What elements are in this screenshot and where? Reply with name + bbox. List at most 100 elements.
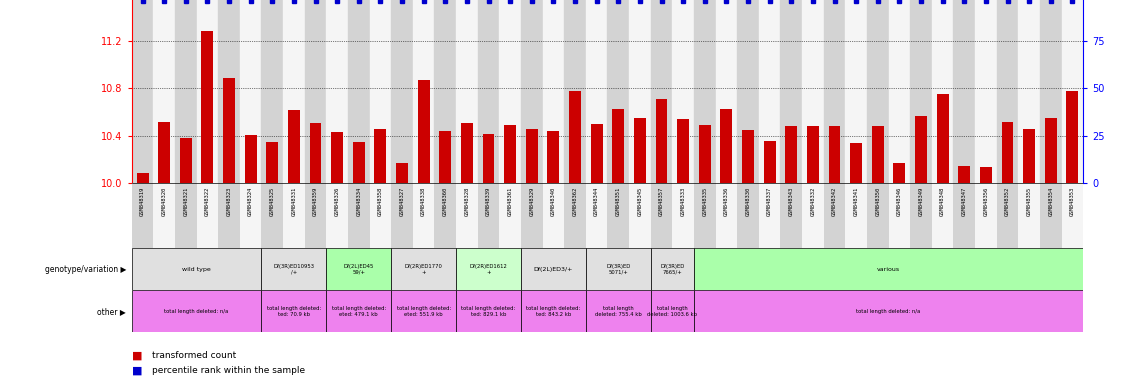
Bar xyxy=(439,131,452,184)
Bar xyxy=(456,290,521,333)
Text: GSM848337: GSM848337 xyxy=(767,187,772,216)
Text: total length deleted:
eted: 551.9 kb: total length deleted: eted: 551.9 kb xyxy=(396,306,450,317)
Bar xyxy=(369,0,391,184)
Text: total length
deleted: 1003.6 kb: total length deleted: 1003.6 kb xyxy=(647,306,697,317)
Bar xyxy=(175,0,197,184)
Text: GSM848324: GSM848324 xyxy=(248,187,253,216)
Text: GSM848327: GSM848327 xyxy=(400,187,404,216)
Bar xyxy=(418,80,430,184)
Bar xyxy=(159,122,170,184)
Bar xyxy=(634,118,646,184)
Bar xyxy=(569,91,581,184)
Bar xyxy=(958,166,971,184)
Bar xyxy=(240,0,261,184)
Bar xyxy=(975,0,997,184)
Text: GSM848321: GSM848321 xyxy=(184,187,188,216)
Bar xyxy=(526,129,538,184)
Bar xyxy=(218,0,240,184)
Bar xyxy=(780,184,802,248)
Bar xyxy=(1040,184,1062,248)
Bar xyxy=(283,184,305,248)
Bar xyxy=(375,129,386,184)
Bar xyxy=(499,184,521,248)
Bar xyxy=(716,184,738,248)
Text: GSM848356: GSM848356 xyxy=(983,187,989,216)
Bar xyxy=(310,123,322,184)
Bar xyxy=(651,184,672,248)
Text: GSM848323: GSM848323 xyxy=(226,187,232,216)
Bar xyxy=(954,0,975,184)
Bar xyxy=(591,124,602,184)
Bar xyxy=(180,138,191,184)
Text: GSM848322: GSM848322 xyxy=(205,187,209,216)
Bar xyxy=(802,184,824,248)
Bar xyxy=(1040,0,1062,184)
Text: Df(3R)ED
7665/+: Df(3R)ED 7665/+ xyxy=(660,264,685,275)
Bar xyxy=(613,109,624,184)
Bar xyxy=(521,184,543,248)
Bar xyxy=(175,184,197,248)
Bar xyxy=(504,125,516,184)
Bar xyxy=(1018,184,1040,248)
Text: GSM848338: GSM848338 xyxy=(421,187,426,216)
Bar xyxy=(824,184,846,248)
Bar xyxy=(435,0,456,184)
Bar xyxy=(672,184,694,248)
Bar xyxy=(521,248,586,290)
Bar xyxy=(327,0,348,184)
Bar xyxy=(1066,91,1079,184)
Text: GSM848336: GSM848336 xyxy=(724,187,729,216)
Bar xyxy=(564,0,586,184)
Text: GSM848355: GSM848355 xyxy=(1027,187,1031,216)
Bar xyxy=(1062,184,1083,248)
Text: total length deleted:
eted: 479.1 kb: total length deleted: eted: 479.1 kb xyxy=(332,306,386,317)
Text: Df(2L)ED45
59/+: Df(2L)ED45 59/+ xyxy=(343,264,374,275)
Bar xyxy=(153,0,175,184)
Bar xyxy=(369,184,391,248)
Text: GSM848331: GSM848331 xyxy=(292,187,296,216)
Text: GSM848352: GSM848352 xyxy=(1006,187,1010,216)
Text: GSM848358: GSM848358 xyxy=(378,187,383,216)
Bar xyxy=(785,126,797,184)
Bar xyxy=(694,184,716,248)
Bar xyxy=(872,126,884,184)
Bar xyxy=(980,167,992,184)
Text: GSM848359: GSM848359 xyxy=(313,187,318,216)
Bar xyxy=(694,0,716,184)
Bar xyxy=(954,184,975,248)
Bar xyxy=(153,184,175,248)
Bar xyxy=(391,184,413,248)
Bar xyxy=(391,0,413,184)
Bar xyxy=(721,109,732,184)
Bar xyxy=(655,99,668,184)
Bar xyxy=(197,184,218,248)
Bar xyxy=(586,290,651,333)
Bar xyxy=(483,134,494,184)
Text: GSM848326: GSM848326 xyxy=(334,187,340,216)
Bar xyxy=(543,184,564,248)
Bar xyxy=(499,0,521,184)
Text: transformed count: transformed count xyxy=(152,351,236,360)
Text: Df(3R)ED
5071/+: Df(3R)ED 5071/+ xyxy=(606,264,631,275)
Bar xyxy=(850,143,863,184)
Bar xyxy=(132,290,261,333)
Bar xyxy=(288,110,300,184)
Bar xyxy=(261,184,283,248)
Text: total length deleted:
ted: 70.9 kb: total length deleted: ted: 70.9 kb xyxy=(267,306,321,317)
Text: Df(2L)ED3/+: Df(2L)ED3/+ xyxy=(534,267,573,272)
Bar xyxy=(391,248,456,290)
Bar xyxy=(867,184,888,248)
Bar xyxy=(1024,129,1035,184)
Text: various: various xyxy=(877,267,900,272)
Bar xyxy=(738,0,759,184)
Bar xyxy=(846,0,867,184)
Bar xyxy=(136,173,149,184)
Text: GSM848345: GSM848345 xyxy=(637,187,643,216)
Text: percentile rank within the sample: percentile rank within the sample xyxy=(152,366,305,375)
Text: GSM848361: GSM848361 xyxy=(508,187,512,216)
Bar xyxy=(997,184,1018,248)
Bar xyxy=(802,0,824,184)
Bar xyxy=(1062,0,1083,184)
Bar xyxy=(240,184,261,248)
Bar xyxy=(807,126,819,184)
